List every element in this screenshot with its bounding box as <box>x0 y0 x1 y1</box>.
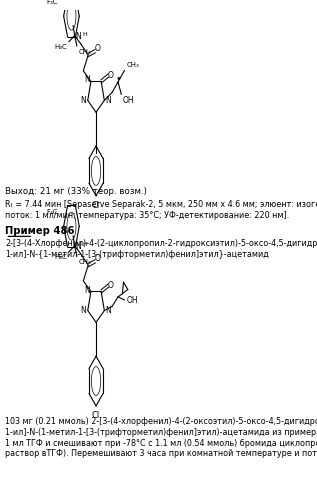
Text: Cl: Cl <box>92 201 100 210</box>
Text: N: N <box>84 285 90 294</box>
Text: раствор вТГФ). Перемешивают 3 часа при комнатной температуре и потом еще 2 часа : раствор вТГФ). Перемешивают 3 часа при к… <box>5 450 317 459</box>
Text: 1 мл ТГФ и смешивают при -78°C с 1.1 мл (0.54 ммоль) бромида циклопропилмагния (: 1 мл ТГФ и смешивают при -78°C с 1.1 мл … <box>5 439 317 448</box>
Text: Выход: 21 мг (33% теор. возм.): Выход: 21 мг (33% теор. возм.) <box>5 187 147 196</box>
Text: •: • <box>116 74 122 84</box>
Text: H₃C: H₃C <box>55 254 67 260</box>
Text: OH: OH <box>126 295 138 304</box>
Text: 1-ил]-N-{1-метил-1-[3-(трифторметил)фенил]этил}-ацетамид: 1-ил]-N-{1-метил-1-[3-(трифторметил)фени… <box>5 250 269 259</box>
Text: N: N <box>106 96 111 105</box>
Text: F₃C: F₃C <box>47 209 58 215</box>
Text: H: H <box>82 242 87 247</box>
Text: 103 мг (0.21 ммоль) 2-[3-(4-хлорфенил)-4-(2-оксоэтил)-5-оксо-4,5-дигидро-1H-1,2,: 103 мг (0.21 ммоль) 2-[3-(4-хлорфенил)-4… <box>5 417 317 426</box>
Text: H: H <box>82 31 87 36</box>
Text: N: N <box>75 31 81 40</box>
Text: 2-[3-(4-Хлорфенил)-4-(2-циклопропил-2-гидроксиэтил)-5-оксо-4,5-дигидро-1H-1,2,4-: 2-[3-(4-Хлорфенил)-4-(2-циклопропил-2-ги… <box>5 240 317 249</box>
Text: N: N <box>81 96 87 105</box>
Text: O: O <box>94 254 100 263</box>
Text: CH₃: CH₃ <box>78 48 91 54</box>
Text: O: O <box>94 44 100 53</box>
Text: F₃C: F₃C <box>47 0 58 5</box>
Text: CH₃: CH₃ <box>78 258 91 264</box>
Text: поток: 1 мл/мин; температура: 35°C; УФ-детектирование: 220 нм].: поток: 1 мл/мин; температура: 35°C; УФ-д… <box>5 211 290 220</box>
Text: OH: OH <box>123 96 134 105</box>
Text: H₃C: H₃C <box>55 44 67 50</box>
Text: O: O <box>108 71 114 80</box>
Text: Пример 486: Пример 486 <box>5 226 75 236</box>
Text: Cl: Cl <box>92 411 100 420</box>
Text: CH₃: CH₃ <box>126 62 139 68</box>
Text: N: N <box>84 75 90 84</box>
Text: N: N <box>81 306 87 315</box>
Text: N: N <box>106 306 111 315</box>
Text: 1-ил]-N-(1-метил-1-[3-(трифторметил)фенил]этил)-ацетамида из примера 401 раствор: 1-ил]-N-(1-метил-1-[3-(трифторметил)фени… <box>5 428 317 437</box>
Text: Rₜ = 7.44 мин [Sepaserve Separak-2, 5 мкм, 250 мм x 4.6 мм; элюент: изогексан/эт: Rₜ = 7.44 мин [Sepaserve Separak-2, 5 мк… <box>5 200 317 209</box>
Text: N: N <box>75 242 81 250</box>
Text: O: O <box>108 281 114 290</box>
